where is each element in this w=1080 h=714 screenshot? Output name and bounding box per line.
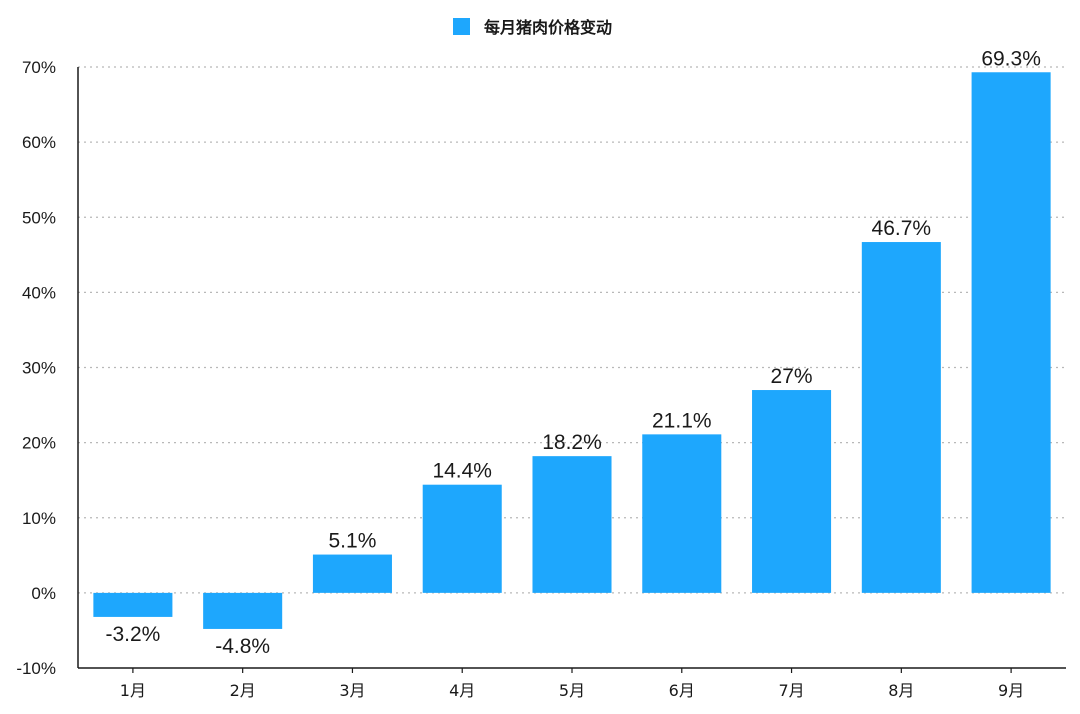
bar [312,554,392,593]
data-label: 5.1% [329,530,377,553]
bar [642,434,722,593]
y-tick-label: 70% [22,58,56,77]
y-tick-label: 50% [22,208,56,227]
axes: -10% 0% 10% 20% 30% 40% 50% 60% 70% 1月 2月 3月 4月 5月 6月 7… [16,58,1066,700]
y-tick-label: 40% [22,283,56,302]
x-tick-label: 6月 [669,681,695,700]
bars [93,72,1051,629]
data-label: 21.1% [652,409,712,432]
x-tick-label: 4月 [449,681,475,700]
x-tick-label: 3月 [339,681,365,700]
bar [532,456,612,593]
legend-swatch [453,18,470,35]
bar [93,592,173,617]
bar [422,484,502,593]
x-tick-label: 8月 [888,681,914,700]
x-tick-label: 1月 [120,681,146,700]
data-label: 14.4% [432,460,492,483]
y-tick-label: 20% [22,434,56,453]
x-tick-label: 9月 [998,681,1024,700]
data-label: 18.2% [542,431,602,454]
bar [752,390,832,593]
data-label: -4.8% [215,635,270,658]
y-tick-label: 60% [22,133,56,152]
x-tick-label: 7月 [778,681,804,700]
y-tick-label: 30% [22,359,56,378]
legend-label: 每月猪肉价格变动 [484,18,612,37]
y-tick-label: 0% [31,584,56,603]
x-tick-label: 2月 [230,681,256,700]
data-label: -3.2% [105,623,160,646]
y-tick-label: 10% [22,509,56,528]
data-label: 69.3% [981,47,1041,70]
data-label: 27% [771,365,813,388]
x-tick-label: 5月 [559,681,585,700]
bar [861,242,941,593]
data-label: 46.7% [872,217,932,240]
bar [203,592,283,629]
legend: 每月猪肉价格变动 [453,18,612,37]
y-tick-label: -10% [16,659,56,678]
bar [971,72,1051,593]
data-labels: -3.2% -4.8% 5.1% 14.4% 18.2% 21.1% 27% 46.7% 69.… [105,47,1040,658]
